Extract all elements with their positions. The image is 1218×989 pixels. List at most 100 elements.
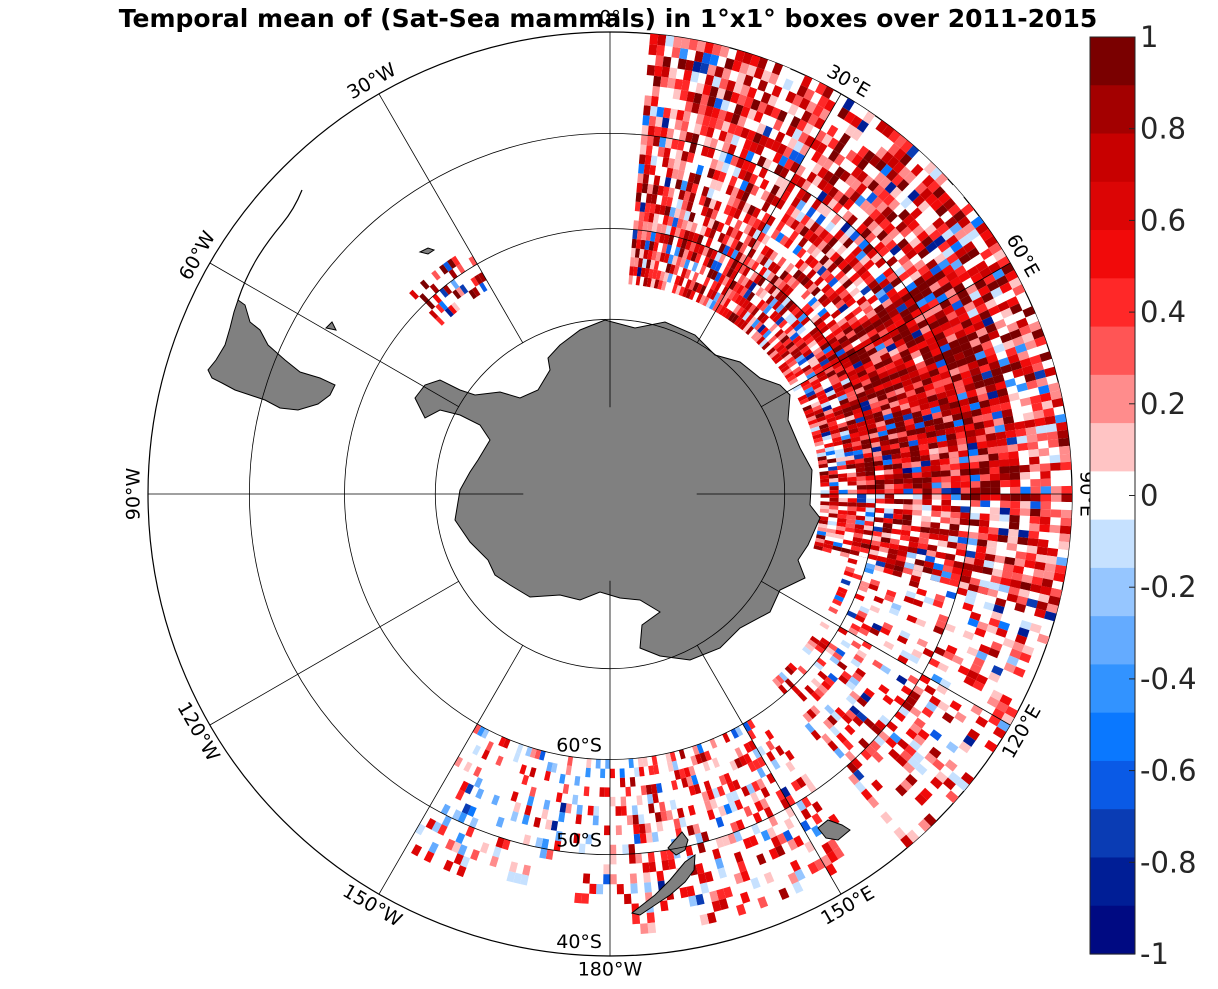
data-cell bbox=[624, 893, 632, 905]
data-cell bbox=[970, 272, 984, 284]
data-cell bbox=[795, 390, 806, 399]
data-cell bbox=[804, 642, 815, 652]
data-cell bbox=[842, 381, 853, 390]
data-cell bbox=[778, 293, 788, 304]
data-cell bbox=[774, 328, 784, 338]
data-cell bbox=[937, 662, 949, 673]
data-cell bbox=[967, 583, 979, 593]
data-cell bbox=[814, 350, 825, 360]
data-cell bbox=[1005, 346, 1018, 358]
data-cell bbox=[851, 440, 862, 447]
data-cell bbox=[956, 587, 968, 597]
data-cell bbox=[541, 808, 549, 820]
data-cell bbox=[970, 494, 981, 501]
longitude-label: 180°W bbox=[578, 959, 643, 981]
data-cell bbox=[771, 206, 781, 219]
data-cell bbox=[874, 719, 887, 731]
data-cell bbox=[807, 339, 818, 349]
data-cell bbox=[1006, 296, 1020, 308]
data-cell bbox=[865, 744, 877, 756]
data-cell bbox=[986, 353, 998, 364]
data-cell bbox=[644, 85, 653, 96]
data-cell bbox=[820, 401, 831, 409]
data-cell bbox=[842, 442, 853, 449]
data-cell bbox=[856, 476, 866, 482]
data-cell bbox=[657, 146, 665, 158]
data-cell bbox=[712, 230, 721, 242]
data-cell bbox=[1034, 608, 1047, 619]
data-cell bbox=[650, 155, 658, 166]
data-cell bbox=[840, 639, 851, 649]
data-cell bbox=[853, 276, 864, 288]
data-cell bbox=[872, 526, 883, 533]
data-cell bbox=[665, 244, 672, 255]
data-cell bbox=[743, 234, 753, 246]
data-cell bbox=[669, 264, 676, 275]
data-cell bbox=[800, 773, 812, 785]
data-cell bbox=[652, 184, 659, 195]
data-cell bbox=[711, 43, 722, 56]
colorbar-block bbox=[1090, 37, 1135, 86]
data-cell bbox=[710, 249, 718, 260]
data-cell bbox=[595, 759, 601, 769]
data-cell bbox=[684, 101, 694, 113]
data-cell bbox=[812, 404, 823, 412]
data-cell bbox=[697, 72, 707, 85]
data-cell bbox=[886, 366, 898, 376]
data-cell bbox=[637, 757, 644, 768]
data-cell bbox=[859, 400, 870, 408]
data-cell bbox=[827, 353, 838, 362]
data-cell bbox=[692, 271, 700, 282]
data-cell bbox=[821, 283, 832, 294]
data-cell bbox=[827, 236, 839, 248]
data-cell bbox=[849, 705, 861, 716]
data-cell bbox=[730, 91, 740, 104]
data-cell bbox=[988, 460, 1000, 468]
data-cell bbox=[905, 248, 918, 260]
data-cell bbox=[989, 473, 1000, 481]
data-cell bbox=[950, 406, 962, 416]
data-cell bbox=[676, 109, 685, 121]
data-cell bbox=[932, 599, 944, 609]
data-cell bbox=[976, 621, 989, 631]
data-cell bbox=[695, 863, 705, 875]
data-cell bbox=[792, 881, 804, 894]
data-cell bbox=[706, 258, 715, 269]
data-cell bbox=[979, 467, 990, 475]
data-cell bbox=[833, 141, 846, 154]
data-cell bbox=[866, 489, 876, 494]
data-cell bbox=[795, 776, 807, 789]
data-cell bbox=[909, 536, 920, 543]
data-cell bbox=[854, 593, 865, 602]
data-cell bbox=[1014, 421, 1026, 430]
data-cell bbox=[916, 391, 927, 400]
data-cell bbox=[975, 715, 989, 728]
data-cell bbox=[830, 213, 842, 226]
data-cell bbox=[851, 672, 863, 682]
data-cell bbox=[522, 864, 531, 876]
data-cell bbox=[994, 424, 1006, 433]
data-cell bbox=[781, 296, 792, 307]
data-cell bbox=[819, 324, 830, 335]
data-cell bbox=[784, 170, 796, 182]
data-cell bbox=[1046, 431, 1059, 441]
data-cell bbox=[946, 439, 958, 447]
data-cell bbox=[814, 687, 825, 698]
data-cell bbox=[880, 333, 892, 343]
data-cell bbox=[694, 753, 703, 765]
data-cell bbox=[881, 151, 894, 164]
data-cell bbox=[914, 793, 928, 806]
data-cell bbox=[747, 761, 757, 773]
data-cell bbox=[790, 219, 801, 231]
data-cell bbox=[737, 296, 747, 307]
data-cell bbox=[948, 400, 960, 410]
data-cell bbox=[882, 622, 894, 631]
data-cell bbox=[822, 547, 832, 554]
data-cell bbox=[965, 283, 978, 295]
data-cell bbox=[740, 106, 751, 118]
data-cell bbox=[852, 407, 863, 415]
data-cell bbox=[878, 398, 890, 407]
data-cell bbox=[802, 332, 812, 342]
data-cell bbox=[905, 773, 918, 787]
data-cell bbox=[831, 545, 842, 552]
